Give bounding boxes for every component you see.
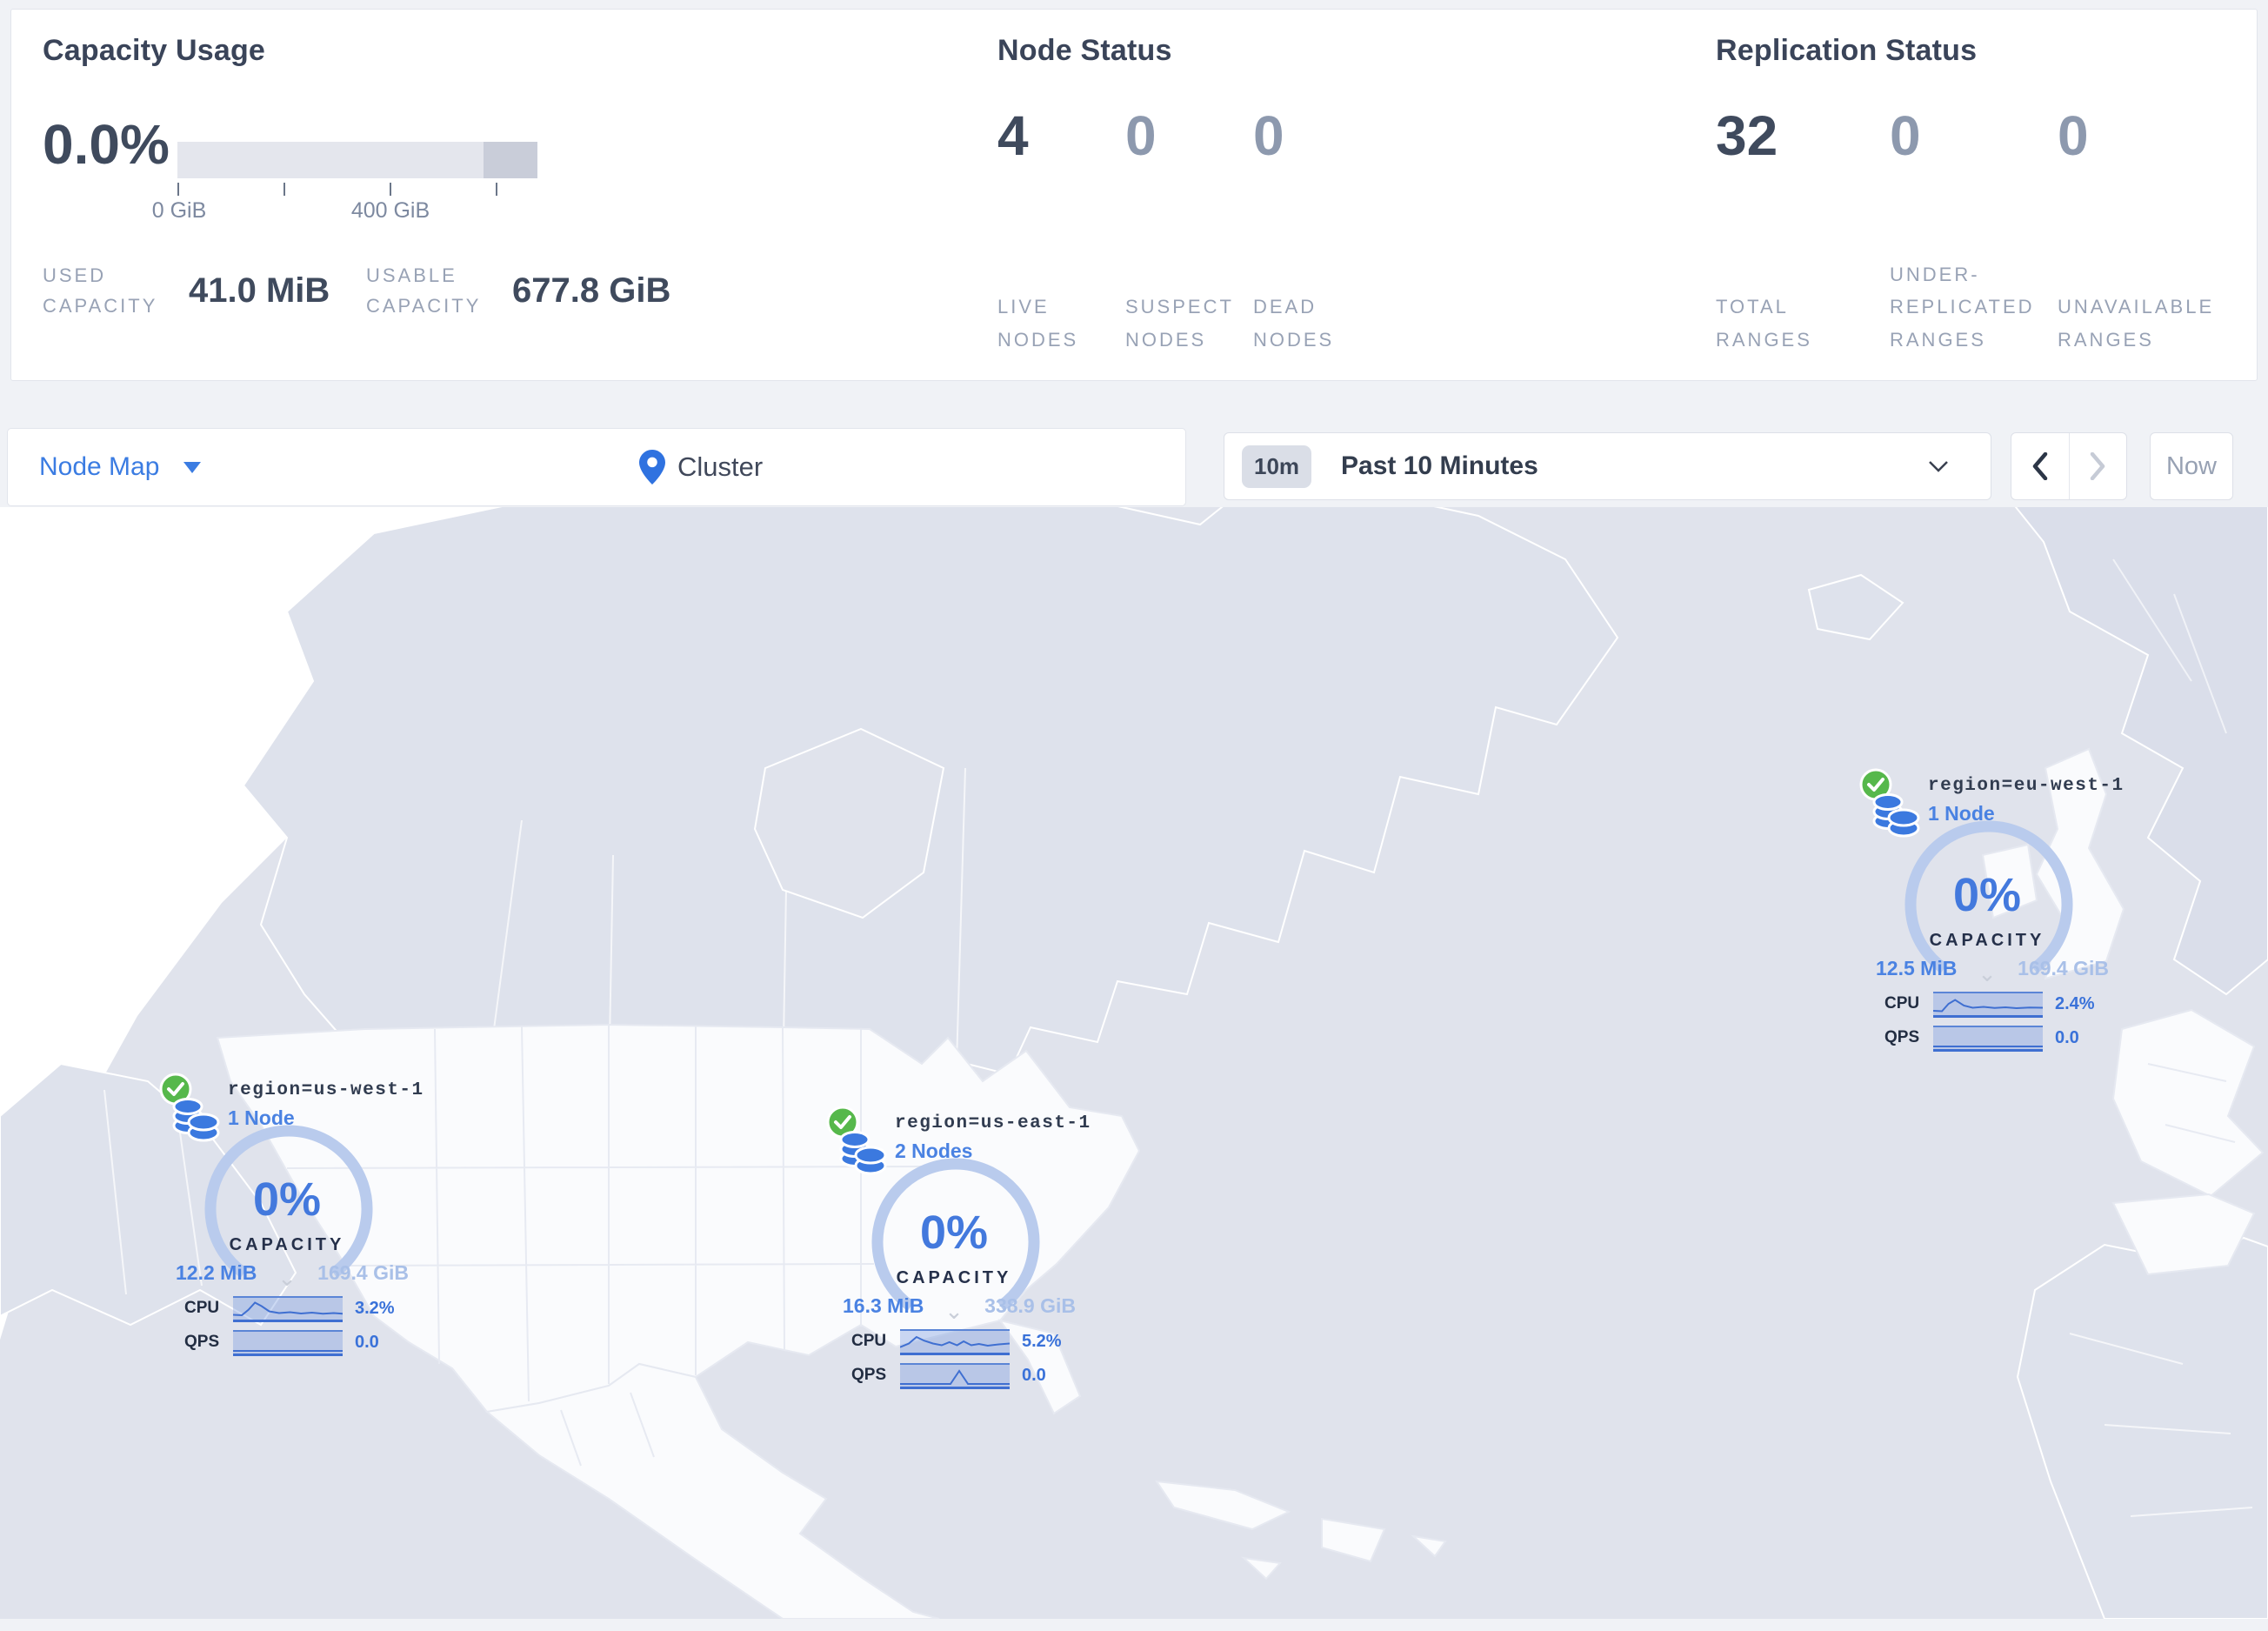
map-toolbar: Node Map Cluster [7, 428, 1186, 506]
region-qps-row: QPS 0.0 [157, 1330, 417, 1358]
region-card[interactable]: region=us-west-1 1 Node 0% CAPACITY ⌄ 12… [157, 1068, 423, 1368]
database-stack-icon [837, 1126, 888, 1180]
region-cpu-row: CPU 5.2% [824, 1329, 1084, 1357]
qps-label: QPS [184, 1333, 220, 1351]
cpu-value: 3.2% [355, 1299, 395, 1318]
node-map-canvas[interactable]: region=us-west-1 1 Node 0% CAPACITY ⌄ 12… [0, 507, 2268, 1619]
qps-sparkline [1933, 1026, 2043, 1052]
replication-status-section: Replication Status 32 TOTAL RANGES 0 UND… [1716, 10, 2255, 380]
chevron-right-icon [2091, 452, 2105, 480]
cpu-sparkline [233, 1296, 343, 1322]
region-total-capacity: 169.4 GiB [317, 1261, 409, 1284]
database-stack-icon [170, 1093, 221, 1147]
usable-capacity-label: USABLE CAPACITY [366, 264, 482, 318]
region-cpu-row: CPU 3.2% [157, 1296, 417, 1324]
qps-value: 0.0 [355, 1333, 379, 1352]
breadcrumb[interactable]: Cluster [639, 429, 763, 505]
qps-label: QPS [851, 1366, 887, 1384]
caret-down-icon [183, 461, 202, 473]
dead-nodes-stat: 0 DEAD NODES [1253, 104, 1335, 351]
capacity-usage-section: Capacity Usage 0.0% 0 GiB 400 GiB USED C… [43, 10, 964, 380]
cpu-sparkline [900, 1329, 1010, 1355]
now-button[interactable]: Now [2150, 432, 2233, 500]
under-replicated-ranges-stat: 0 UNDER-REPLICATED RANGES [1890, 104, 2035, 351]
expand-chevron-icon[interactable]: ⌄ [277, 1265, 297, 1291]
region-capacity-percent: 0% [919, 1207, 989, 1259]
database-stack-icon [1871, 788, 1921, 843]
capacity-gauge-arc [204, 1125, 373, 1279]
unavailable-ranges-stat: 0 UNAVAILABLE RANGES [2058, 104, 2215, 351]
capacity-bar-ticks [177, 183, 537, 198]
chevron-left-icon [2032, 452, 2047, 480]
region-name: region=us-east-1 [895, 1113, 1091, 1133]
region-name: region=us-west-1 [228, 1080, 424, 1100]
replication-status-title: Replication Status [1716, 34, 1978, 67]
suspect-nodes-stat: 0 SUSPECT NODES [1125, 104, 1234, 351]
capacity-bar-used-segment [484, 142, 537, 178]
region-total-capacity: 169.4 GiB [2018, 957, 2109, 979]
capacity-bar: 0 GiB 400 GiB [152, 142, 543, 224]
world-map [0, 507, 2268, 1619]
cpu-value: 5.2% [1022, 1332, 1062, 1351]
region-used-capacity: 16.3 MiB [843, 1294, 924, 1317]
cpu-label: CPU [184, 1299, 220, 1317]
qps-value: 0.0 [2055, 1028, 2079, 1047]
region-cpu-row: CPU 2.4% [1857, 992, 2118, 1019]
expand-chevron-icon[interactable]: ⌄ [944, 1298, 964, 1324]
cpu-sparkline [1933, 992, 2043, 1018]
qps-sparkline [233, 1330, 343, 1356]
capacity-gauge-arc [1904, 820, 2073, 974]
tick-label-400: 400 GiB [350, 198, 430, 223]
time-range-selector[interactable]: 10m Past 10 Minutes [1224, 432, 1991, 500]
time-range-label: Past 10 Minutes [1341, 451, 1538, 480]
region-total-capacity: 338.9 GiB [984, 1294, 1076, 1317]
qps-sparkline [900, 1363, 1010, 1389]
region-capacity-label: CAPACITY [229, 1235, 345, 1254]
expand-chevron-icon[interactable]: ⌄ [1978, 960, 1997, 986]
region-card[interactable]: region=eu-west-1 1 Node 0% CAPACITY ⌄ 12… [1857, 764, 2123, 1064]
capacity-percent: 0.0% [43, 113, 170, 176]
time-prev-button[interactable] [2011, 433, 2070, 499]
region-capacity-percent: 0% [1952, 869, 2022, 921]
region-qps-row: QPS 0.0 [1857, 1026, 2118, 1053]
capacity-gauge-arc [871, 1158, 1040, 1312]
total-ranges-stat: 32 TOTAL RANGES [1716, 104, 1812, 351]
view-selector-dropdown[interactable]: Node Map [39, 429, 202, 505]
region-name: region=eu-west-1 [1928, 776, 2125, 796]
time-next-button[interactable] [2070, 433, 2127, 499]
used-capacity-label: USED CAPACITY [43, 264, 158, 318]
cluster-summary-card: Capacity Usage 0.0% 0 GiB 400 GiB USED C… [10, 9, 2258, 381]
region-used-capacity: 12.5 MiB [1876, 957, 1958, 979]
usable-capacity-value: 677.8 GiB [512, 271, 671, 310]
healthy-check-icon [825, 1105, 860, 1144]
chevron-down-icon [1929, 461, 1948, 472]
capacity-bar-track [177, 142, 537, 178]
region-card[interactable]: region=us-east-1 2 Nodes 0% CAPACITY ⌄ 1… [824, 1101, 1090, 1401]
capacity-usage-title: Capacity Usage [43, 34, 266, 67]
region-qps-row: QPS 0.0 [824, 1363, 1084, 1391]
location-pin-icon [639, 450, 665, 485]
used-capacity-value: 41.0 MiB [189, 271, 330, 310]
time-pager [2011, 432, 2127, 500]
cpu-label: CPU [851, 1332, 887, 1350]
usable-capacity-stat: USABLE CAPACITY 677.8 GiB [366, 260, 670, 321]
cpu-label: CPU [1884, 994, 1920, 1013]
region-capacity-percent: 0% [252, 1173, 322, 1226]
now-button-label: Now [2165, 451, 2217, 480]
tick-label-0: 0 GiB [151, 198, 207, 223]
time-range-badge: 10m [1242, 445, 1312, 488]
view-selector-label: Node Map [39, 452, 160, 481]
node-status-title: Node Status [997, 34, 1172, 67]
healthy-check-icon [1858, 767, 1893, 806]
cpu-value: 2.4% [2055, 994, 2095, 1013]
region-capacity-label: CAPACITY [896, 1268, 1012, 1287]
qps-label: QPS [1884, 1028, 1920, 1046]
region-capacity-label: CAPACITY [1929, 931, 2045, 950]
breadcrumb-label: Cluster [677, 451, 764, 482]
region-used-capacity: 12.2 MiB [176, 1261, 257, 1284]
live-nodes-stat: 4 LIVE NODES [997, 104, 1079, 351]
node-status-section: Node Status 4 LIVE NODES 0 SUSPECT NODES… [997, 10, 1676, 380]
qps-value: 0.0 [1022, 1366, 1046, 1385]
used-capacity-stat: USED CAPACITY 41.0 MiB [43, 260, 330, 321]
